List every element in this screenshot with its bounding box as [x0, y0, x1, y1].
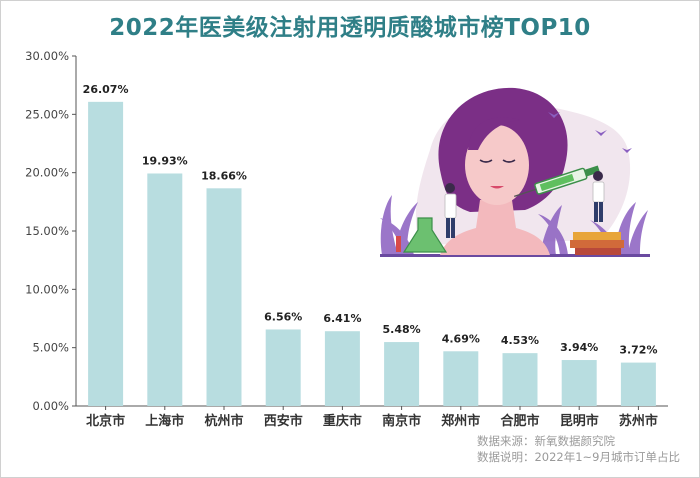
x-tick-label: 郑州市 [441, 413, 480, 429]
bar-7 [443, 351, 479, 406]
x-tick-label: 西安市 [264, 413, 303, 429]
source-note: 数据来源：新氧数据颜究院 数据说明：2022年1~9月城市订单占比 [477, 433, 680, 465]
x-tick-label: 苏州市 [619, 413, 658, 429]
chart-title: 2022年医美级注射用透明质酸城市榜TOP10 [109, 15, 591, 41]
x-tick-label: 合肥市 [500, 413, 539, 429]
y-tick-label: 5.00% [32, 341, 69, 355]
data-label: 5.48% [383, 323, 421, 336]
y-tick-label: 15.00% [25, 224, 69, 238]
bar-10 [620, 362, 656, 406]
injection-illustration [380, 87, 650, 257]
bar-8 [502, 353, 538, 406]
y-tick-label: 10.00% [25, 282, 69, 296]
x-tick-label: 昆明市 [560, 413, 599, 429]
data-label: 6.41% [323, 312, 361, 325]
data-label: 3.94% [560, 341, 598, 354]
bar-4 [265, 329, 301, 406]
source-line: 数据来源：新氧数据颜究院 [476, 434, 615, 448]
data-label: 6.56% [264, 310, 302, 323]
data-label: 4.53% [501, 334, 539, 347]
bar-3 [206, 188, 242, 406]
x-tick-label: 杭州市 [204, 413, 243, 429]
y-tick-label: 30.00% [25, 49, 69, 63]
bar-9 [561, 360, 597, 406]
data-label: 19.93% [142, 154, 188, 167]
bar-1 [88, 101, 124, 406]
data-label: 4.69% [442, 332, 480, 345]
bar-6 [384, 342, 420, 406]
x-tick-label: 上海市 [145, 413, 184, 429]
y-tick-label: 25.00% [25, 107, 69, 121]
bar-2 [147, 173, 183, 406]
x-tick-label: 南京市 [382, 413, 421, 429]
bars-layer: 0.00% 5.00% 10.00% 15.00% 20.00% 25.00% 30.00%… [25, 49, 668, 429]
data-label: 18.66% [201, 169, 247, 182]
data-description-line: 数据说明：2022年1~9月城市订单占比 [476, 450, 680, 464]
x-tick-label: 北京市 [86, 413, 125, 429]
y-tick-label: 0.00% [32, 399, 69, 413]
y-tick-label: 20.00% [25, 166, 69, 180]
x-tick-label: 重庆市 [323, 413, 362, 429]
data-label: 3.72% [619, 344, 657, 357]
data-label: 26.07% [83, 83, 129, 96]
bar-5 [324, 331, 360, 406]
